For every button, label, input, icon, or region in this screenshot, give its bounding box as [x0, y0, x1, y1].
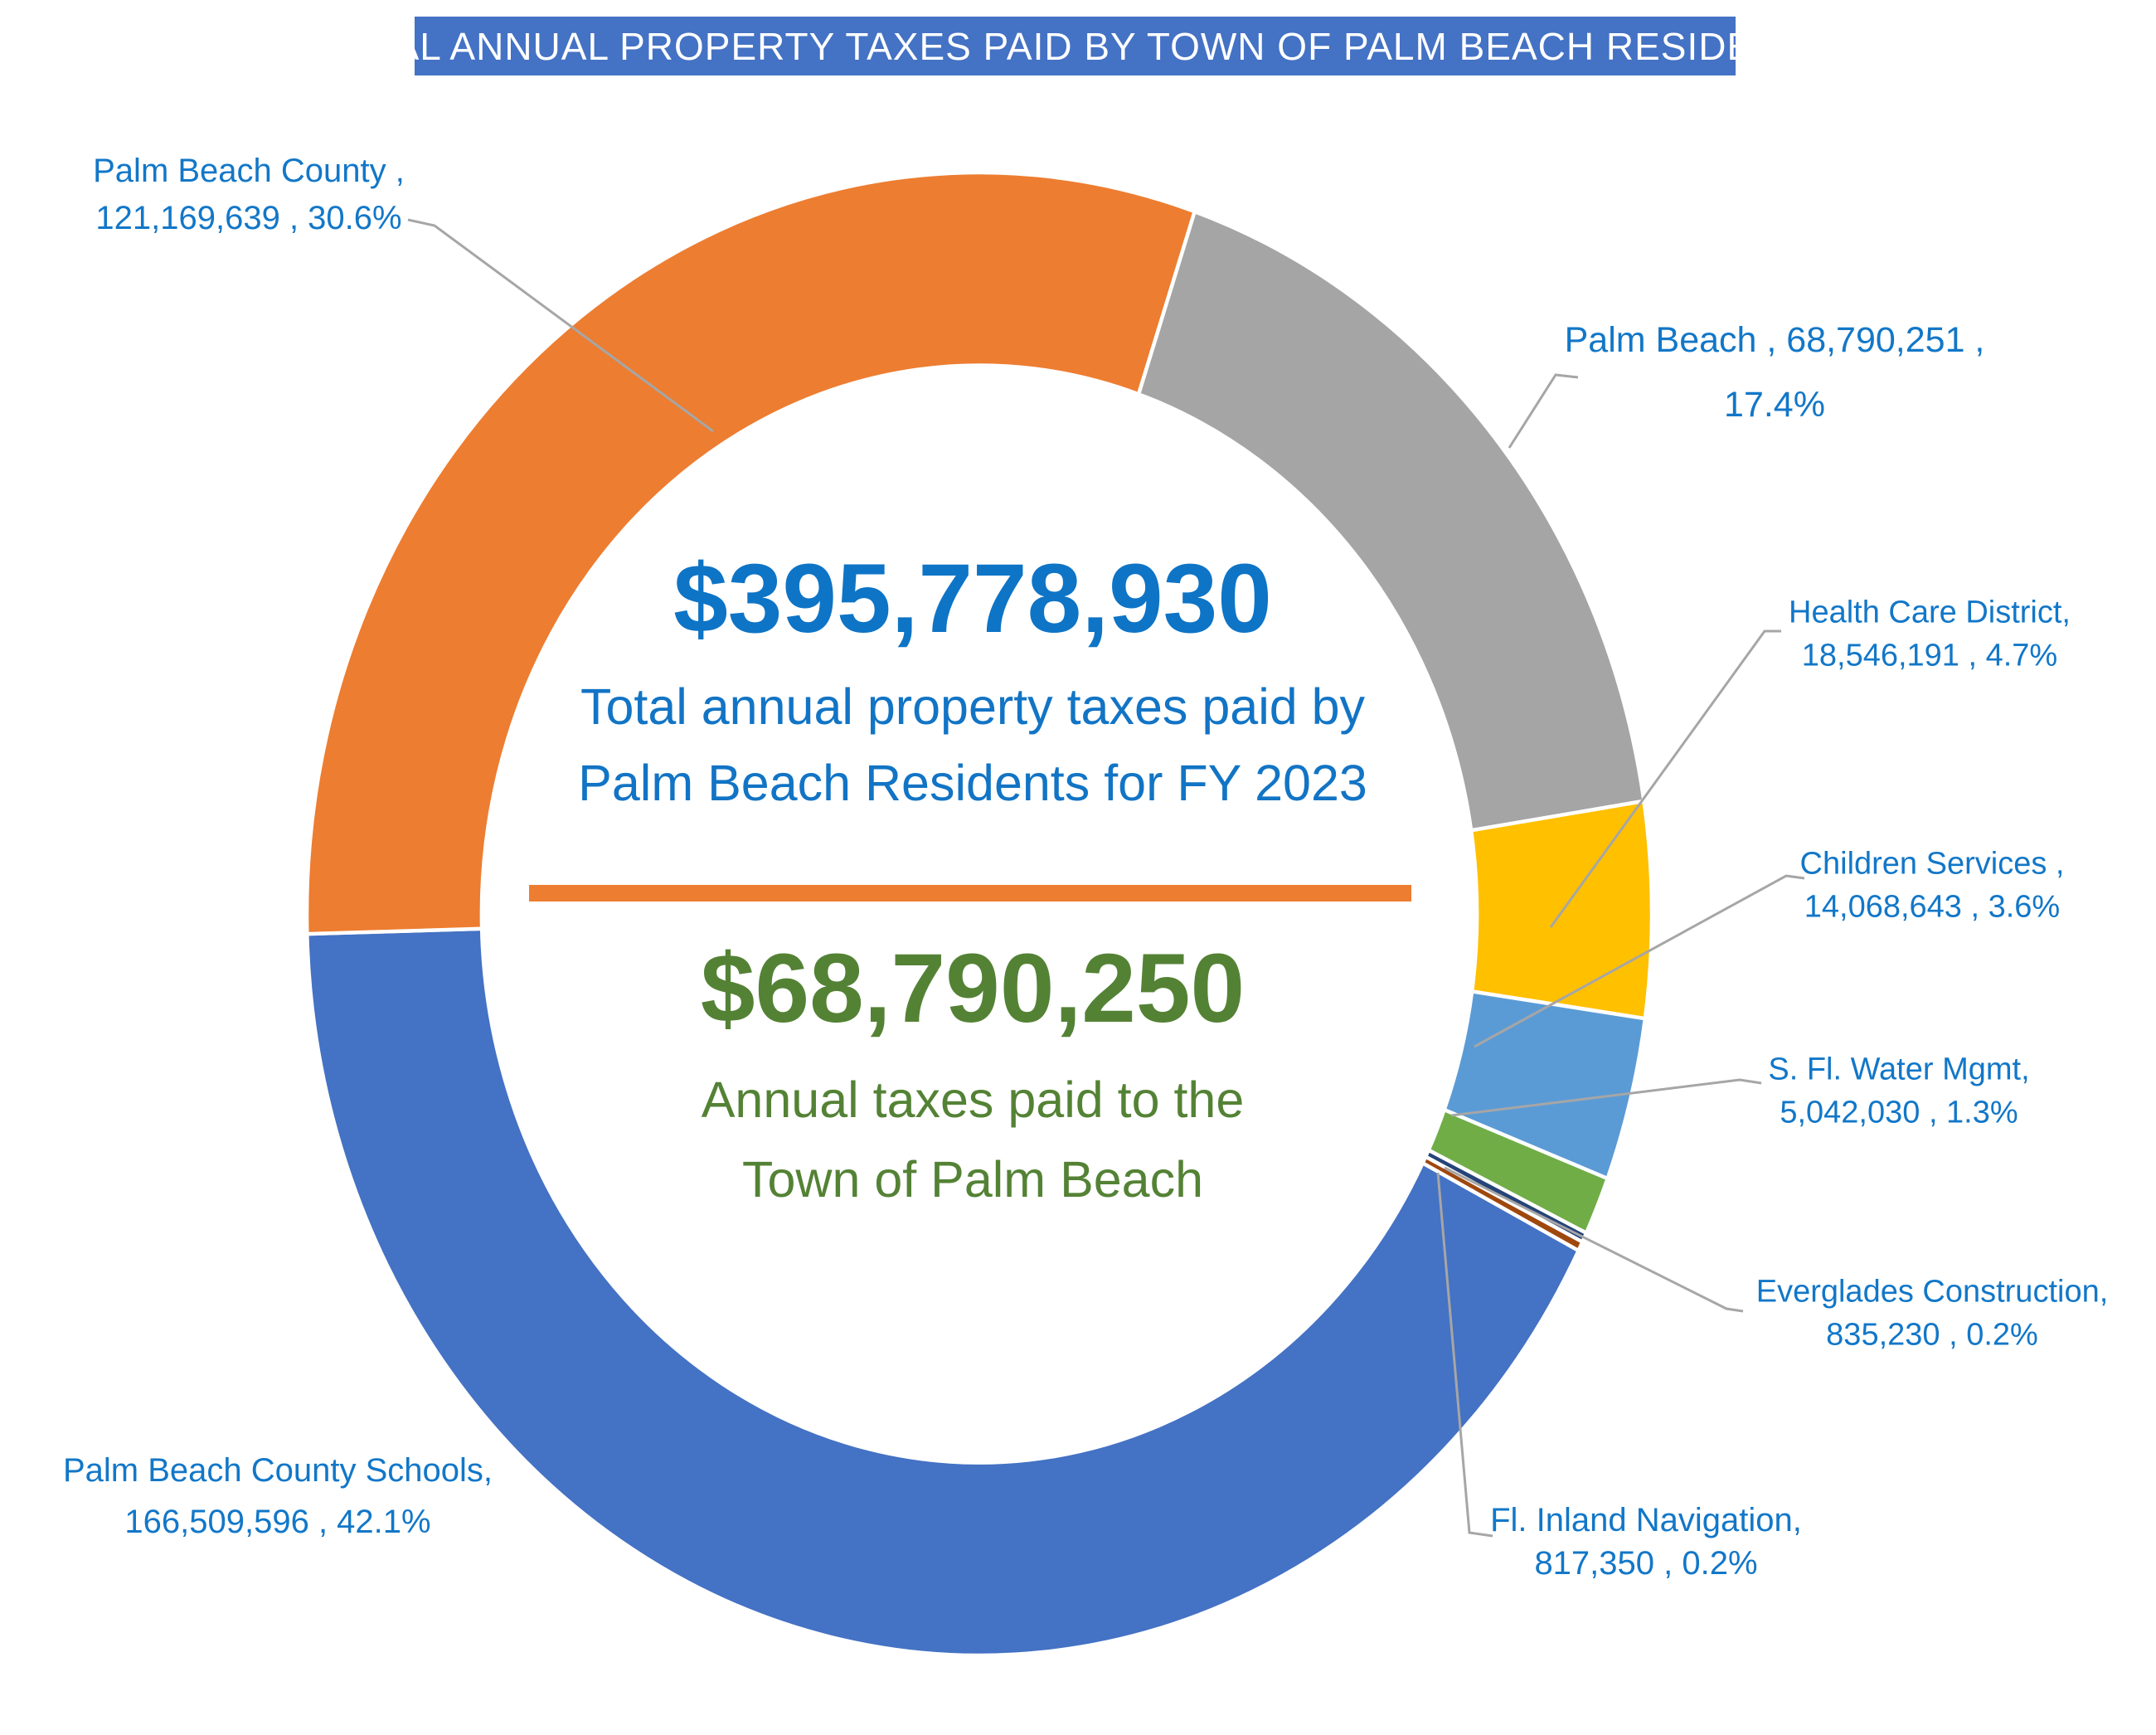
slice-label-palm-beach-county-schools: Palm Beach County Schools, 166,509,596 , … [63, 1452, 493, 1540]
pie-slice-health-care-district[interactable] [1469, 799, 1654, 1021]
leader-line-children-services [1474, 874, 1805, 1048]
town-caption-line2: Town of Palm Beach [741, 1151, 1204, 1208]
total-caption-line1: Total annual property taxes paid by [580, 678, 1366, 735]
center-divider [529, 885, 1411, 902]
pie-slice-fl-inland-navigation[interactable] [1420, 1154, 1585, 1254]
pie-slice-palm-beach-county-schools[interactable] [304, 926, 1581, 1658]
pie-slice-palm-beach[interactable] [1136, 209, 1647, 833]
leader-line-palm-beach-county [407, 218, 714, 433]
leader-line-everglades-construction [1444, 1166, 1744, 1313]
chart-title-banner: TOTAL ANNUAL PROPERTY TAXES PAID BY TOWN… [318, 17, 1831, 75]
leader-line-fl-inland-navigation [1436, 1172, 1493, 1538]
pie-slice-palm-beach-county[interactable] [304, 170, 1197, 936]
total-amount: $395,778,930 [673, 544, 1272, 654]
slice-label-children-services: Children Services , 14,068,643 , 3.6% [1800, 846, 2065, 924]
leader-line-palm-beach [1508, 373, 1579, 449]
slice-label-s-fl-water-mgmt: S. Fl. Water Mgmt, 5,042,030 , 1.3% [1768, 1052, 2029, 1130]
slice-label-everglades-construction: Everglades Construction, 835,230 , 0.2% [1756, 1274, 2109, 1352]
leader-line-health-care-district [1549, 629, 1781, 928]
slice-label-palm-beach-county: Palm Beach County , 121,169,639 , 30.6% [93, 153, 405, 236]
leader-line-s-fl-water-mgmt [1450, 1078, 1762, 1117]
town-amount: $68,790,250 [700, 934, 1246, 1043]
chart-title: TOTAL ANNUAL PROPERTY TAXES PAID BY TOWN… [318, 24, 1833, 68]
town-caption-line1: Annual taxes paid to the [701, 1072, 1245, 1128]
slice-label-fl-inland-navigation: Fl. Inland Navigation, 817,350 , 0.2% [1490, 1502, 1802, 1582]
slice-label-palm-beach: Palm Beach , 68,790,251 , 17.4% [1565, 320, 1985, 425]
slice-label-health-care-district: Health Care District, 18,546,191 , 4.7% [1789, 595, 2071, 673]
total-caption-line2: Palm Beach Residents for FY 2023 [578, 755, 1367, 811]
